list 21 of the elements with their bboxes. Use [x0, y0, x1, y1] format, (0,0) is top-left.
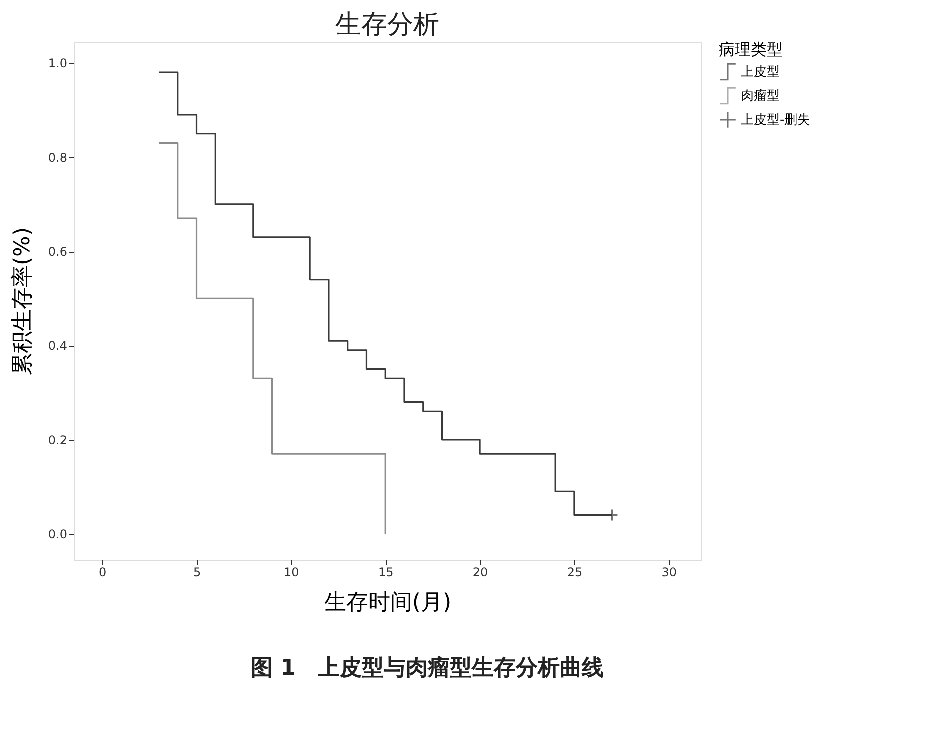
- y-tick-label: 0.2: [48, 433, 68, 448]
- chart-title: 生存分析: [336, 10, 440, 40]
- y-tick-label: 0.4: [48, 339, 68, 354]
- x-tick-label: 20: [472, 566, 488, 580]
- y-tick-label: 0.0: [48, 528, 68, 542]
- x-tick-label: 30: [662, 566, 678, 580]
- legend-title: 病理类型: [719, 40, 783, 59]
- y-tick-label: 0.8: [48, 150, 68, 165]
- x-axis-title: 生存时间(月): [324, 590, 452, 616]
- x-tick-label: 10: [284, 566, 300, 580]
- y-tick-label: 1.0: [48, 56, 68, 71]
- y-tick-label: 0.6: [48, 245, 68, 260]
- x-tick-label: 5: [193, 566, 202, 580]
- x-tick-label: 0: [99, 566, 107, 580]
- legend-label: 上皮型: [741, 65, 780, 80]
- x-tick-label: 25: [567, 566, 583, 580]
- y-axis-title: 累积生存率(%): [10, 227, 36, 376]
- caption: 图 1 上皮型与肉瘤型生存分析曲线: [251, 655, 604, 681]
- legend-label: 上皮型-删失: [741, 113, 811, 128]
- legend-label: 肉瘤型: [741, 88, 780, 104]
- x-tick-label: 15: [378, 566, 394, 580]
